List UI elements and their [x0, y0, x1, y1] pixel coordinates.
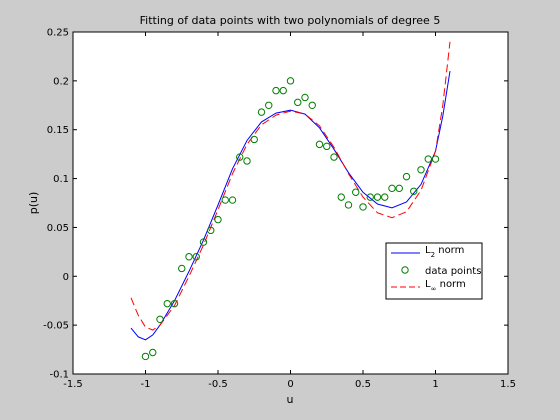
data-point — [272, 86, 280, 95]
data-point — [141, 352, 150, 361]
data-point — [431, 155, 440, 163]
y-tick-label: 0 — [63, 272, 69, 283]
data-point — [228, 196, 237, 204]
x-tick-label: -1.5 — [63, 379, 83, 390]
data-point — [373, 193, 382, 201]
data-point — [381, 193, 389, 201]
data-point — [221, 196, 229, 204]
data-point — [286, 77, 295, 85]
data-point — [344, 201, 353, 209]
x-tick-label: 1.5 — [500, 379, 516, 390]
data-point — [308, 101, 316, 109]
x-tick-label: -0.5 — [208, 379, 228, 390]
data-point — [265, 101, 273, 109]
data-point — [214, 215, 222, 224]
x-tick-label: 0 — [287, 379, 293, 390]
data-point — [199, 238, 208, 246]
data-point — [192, 253, 200, 261]
legend-points-marker — [401, 266, 409, 274]
data-point — [301, 93, 309, 102]
y-tick-label: 0.15 — [47, 125, 69, 136]
data-point — [163, 299, 171, 308]
data-point — [156, 315, 164, 323]
data-point — [207, 226, 215, 235]
legend-points-label: data points — [425, 266, 481, 277]
data-point — [424, 155, 432, 163]
axes-frame — [72, 31, 509, 375]
data-point — [185, 253, 193, 261]
points-layer — [141, 77, 440, 361]
data-point — [294, 98, 302, 107]
data-point — [323, 142, 331, 151]
data-point — [388, 184, 396, 193]
legend-linf-label: L∞ norm — [425, 279, 466, 293]
x-tick-label: -1 — [141, 379, 151, 390]
y-tick-label: 0.1 — [53, 174, 69, 185]
y-tick-label: -0.1 — [49, 370, 69, 381]
y-tick-label: -0.05 — [43, 321, 69, 332]
x-tick-label: 0.5 — [355, 379, 371, 390]
data-point — [243, 157, 251, 165]
data-point — [417, 166, 425, 174]
data-point — [352, 188, 360, 196]
data-point — [170, 299, 179, 308]
data-point — [359, 203, 367, 211]
y-tick-label: 0.25 — [47, 28, 69, 39]
y-tick-label: 0.2 — [53, 76, 69, 87]
plot-area — [73, 32, 508, 374]
data-point — [257, 108, 266, 116]
data-point — [330, 153, 338, 161]
data-point — [178, 264, 186, 273]
chart-title: Fitting of data points with two polynomi… — [140, 14, 441, 27]
data-point — [149, 348, 157, 357]
data-point — [337, 193, 345, 201]
data-point — [402, 172, 411, 181]
data-point — [410, 187, 418, 195]
data-point — [315, 140, 324, 149]
data-point — [250, 135, 258, 144]
data-point — [366, 193, 374, 201]
legend: L2 norm data points L∞ norm — [385, 242, 483, 300]
x-tick-label: 1 — [432, 379, 438, 390]
data-point — [236, 153, 244, 161]
x-axis-label: u — [287, 393, 294, 406]
legend-l2-label: L2 norm — [425, 245, 464, 259]
y-axis-label: p(u) — [27, 192, 40, 215]
data-point — [395, 184, 403, 193]
y-tick-label: 0.05 — [47, 223, 69, 234]
data-point — [279, 86, 287, 95]
